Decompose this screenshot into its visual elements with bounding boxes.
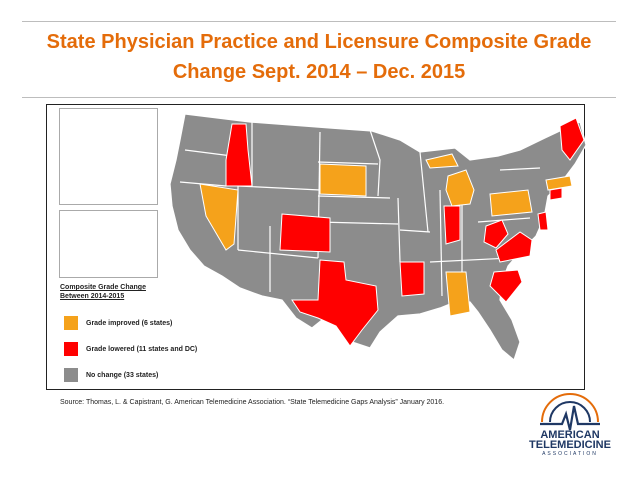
legend-label-lowered: Grade lowered (11 states and DC) xyxy=(86,345,198,353)
source-citation: Source: Thomas, L. & Capistrant, G. Amer… xyxy=(60,399,445,406)
logo-line-3: ASSOCIATION xyxy=(542,451,598,457)
state-va xyxy=(495,231,533,263)
bottom-divider xyxy=(22,97,616,98)
legend-title-line-2: Between 2014-2015 xyxy=(60,293,125,300)
state-ma xyxy=(545,175,573,191)
state-id xyxy=(225,123,253,187)
state-sd xyxy=(319,163,367,197)
state-in xyxy=(443,205,461,245)
state-me xyxy=(559,117,585,161)
state-al xyxy=(445,271,471,317)
title-line-1: State Physician Practice and Licensure C… xyxy=(46,31,592,53)
state-pa xyxy=(489,189,533,217)
legend-label-no-change: No change (33 states) xyxy=(86,371,159,379)
ata-logo: AMERICAN TELEMEDICINE ASSOCIATION xyxy=(520,392,620,462)
page-title: State Physician Practice and Licensure C… xyxy=(0,27,638,87)
state-nv xyxy=(199,183,239,251)
legend-item-no-change: No change (33 states) xyxy=(64,367,158,383)
state-borders xyxy=(179,122,541,297)
map-legend: Composite Grade Change Between 2014-2015… xyxy=(60,283,240,382)
state-wv xyxy=(483,219,509,249)
swatch-no-change xyxy=(64,368,78,382)
state-ar xyxy=(399,261,425,297)
hawaii-inset xyxy=(59,210,158,278)
state-tx xyxy=(291,259,379,347)
legend-label-improved: Grade improved (6 states) xyxy=(86,319,173,327)
state-co xyxy=(279,213,331,253)
legend-item-lowered: Grade lowered (11 states and DC) xyxy=(64,341,197,357)
state-sc xyxy=(489,269,523,303)
top-divider xyxy=(22,21,616,22)
logo-line-1: AMERICAN xyxy=(540,429,600,441)
state-mi xyxy=(425,153,475,207)
legend-item-improved: Grade improved (6 states) xyxy=(64,315,172,331)
state-ct xyxy=(549,187,563,201)
us-mainland xyxy=(169,113,587,362)
swatch-lowered xyxy=(64,342,78,356)
title-line-2: Change Sept. 2014 – Dec. 2015 xyxy=(172,61,466,83)
alaska-inset xyxy=(59,108,158,205)
logo-line-2: TELEMEDICINE xyxy=(529,439,611,451)
swatch-improved xyxy=(64,316,78,330)
legend-title-line-1: Composite Grade Change xyxy=(60,284,146,291)
state-de xyxy=(537,211,549,231)
logo-heartbeat-icon xyxy=(540,393,600,431)
